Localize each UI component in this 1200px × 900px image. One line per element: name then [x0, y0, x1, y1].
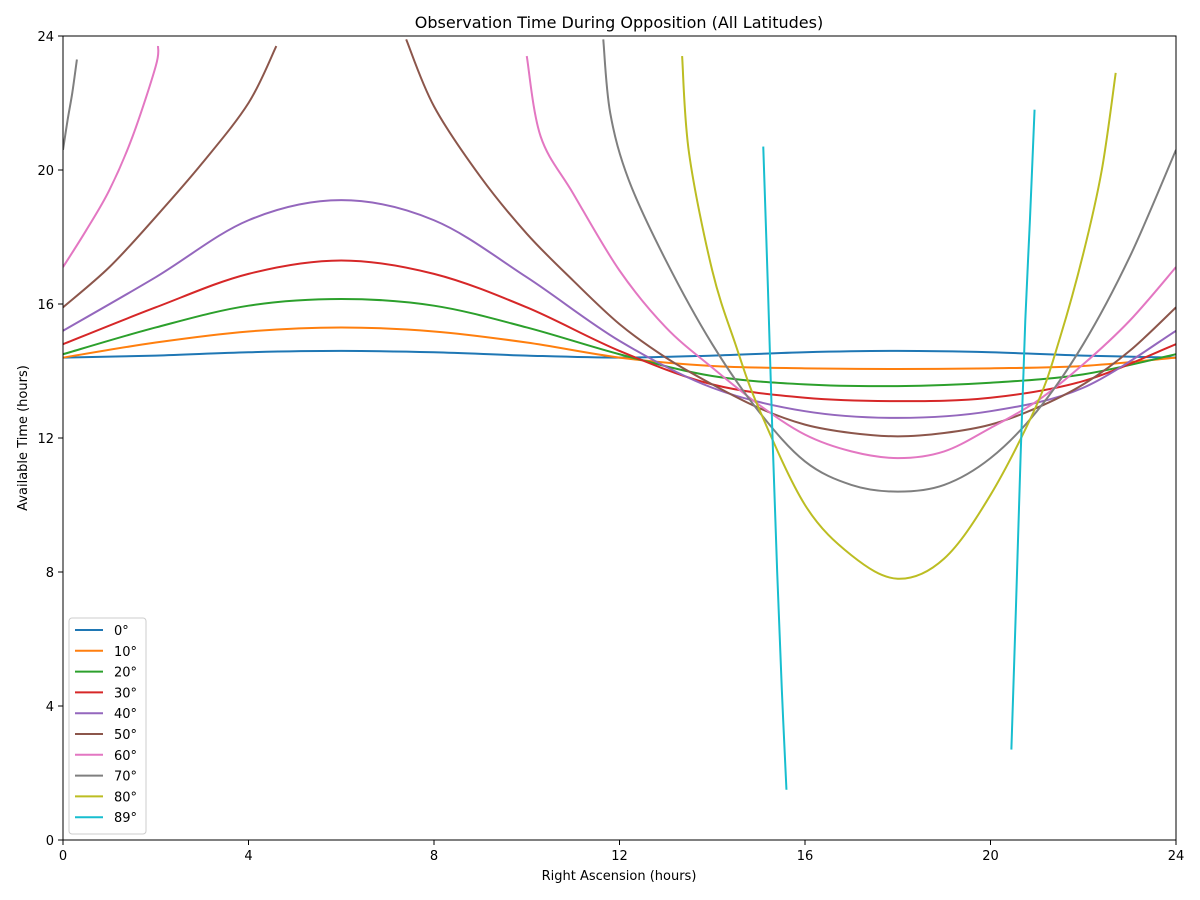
- y-tick-label: 8: [46, 566, 54, 581]
- series-line-1-segment-0: [63, 326, 1176, 370]
- y-tick-label: 20: [37, 164, 54, 179]
- legend-label: 80°: [114, 790, 137, 805]
- chart-title: Observation Time During Opposition (All …: [415, 13, 823, 32]
- plot-frame: [62, 35, 1177, 841]
- x-tick-label: 16: [797, 849, 814, 864]
- legend-label: 60°: [114, 749, 137, 764]
- y-tick-label: 12: [37, 432, 54, 447]
- legend-label: 20°: [114, 666, 137, 681]
- series-line-8-segment-0: [681, 56, 1117, 580]
- series-line-7-segment-0: [63, 59, 78, 151]
- series-line-5-segment-0: [63, 45, 278, 309]
- series-line-4-segment-0: [63, 199, 1176, 419]
- legend-label: 30°: [114, 686, 137, 701]
- series-line-2-segment-0: [63, 297, 1176, 388]
- x-tick-label: 4: [244, 849, 252, 864]
- legend: 0° 10° 20° 30° 40° 50° 60° 70° 80° 89°: [68, 617, 147, 835]
- series-layer: [63, 38, 1176, 790]
- ticks-layer: 0 4 8 12 16 20 24 0 4 8 12 16 20 24: [37, 30, 1184, 864]
- y-tick-label: 4: [46, 700, 54, 715]
- series-line-3-segment-0: [63, 259, 1176, 403]
- series-line-6-segment-0: [63, 45, 160, 268]
- legend-label: 89°: [114, 811, 137, 826]
- y-tick-label: 0: [46, 834, 54, 849]
- legend-label: 50°: [114, 728, 137, 743]
- x-tick-label: 0: [59, 849, 67, 864]
- y-axis-title: Available Time (hours): [16, 365, 31, 511]
- x-tick-label: 12: [611, 849, 628, 864]
- series-line-6-segment-1: [525, 55, 1176, 460]
- x-tick-label: 8: [430, 849, 438, 864]
- legend-label: 10°: [114, 645, 137, 660]
- x-axis-title: Right Ascension (hours): [542, 869, 697, 884]
- x-tick-label: 24: [1168, 849, 1185, 864]
- y-tick-label: 16: [37, 298, 54, 313]
- y-tick-label: 24: [37, 30, 54, 45]
- x-tick-label: 20: [982, 849, 999, 864]
- legend-label: 70°: [114, 770, 137, 785]
- series-line-9-segment-1: [1010, 109, 1036, 750]
- series-line-9-segment-0: [762, 146, 788, 790]
- legend-label: 0°: [114, 624, 129, 639]
- series-line-7-segment-1: [602, 39, 1176, 493]
- legend-label: 40°: [114, 707, 137, 722]
